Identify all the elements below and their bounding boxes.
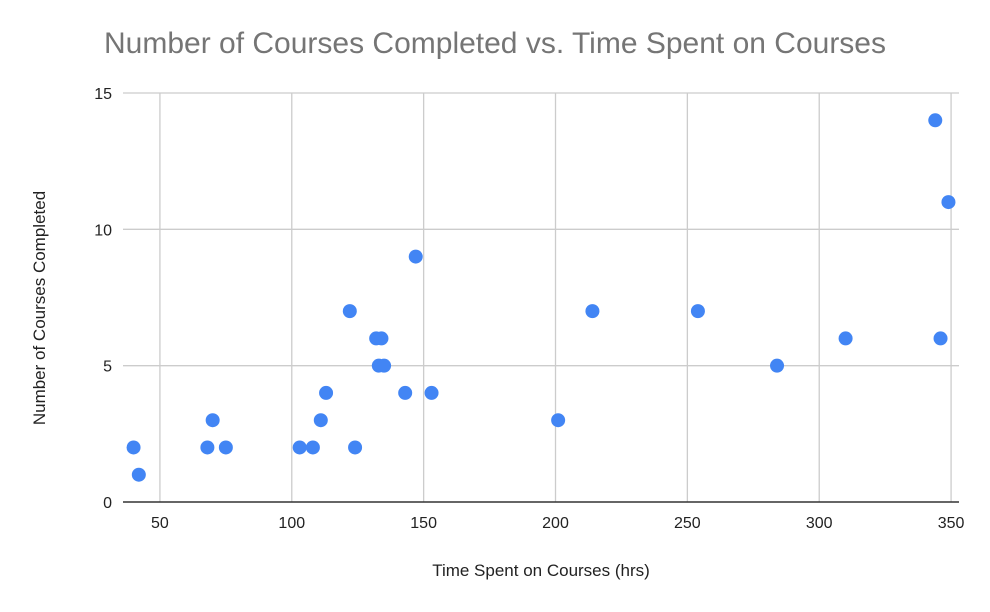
data-point (770, 358, 785, 373)
x-tick-label: 100 (278, 515, 305, 532)
data-point (218, 440, 233, 455)
chart-title: Number of Courses Completed vs. Time Spe… (103, 27, 886, 60)
data-point (398, 385, 413, 400)
x-tick-label: 200 (542, 515, 569, 532)
y-tick-label: 0 (103, 495, 112, 512)
data-points (126, 113, 956, 482)
data-point (131, 467, 146, 482)
data-point (292, 440, 307, 455)
data-point (377, 358, 392, 373)
data-point (585, 304, 600, 319)
data-point (319, 385, 334, 400)
x-tick-label: 150 (410, 515, 437, 532)
y-tick-label: 10 (94, 222, 112, 239)
data-point (408, 249, 423, 264)
y-tick-label: 15 (94, 86, 112, 103)
data-point (928, 113, 943, 128)
x-axis-label: Time Spent on Courses (hrs) (432, 561, 650, 580)
x-axis-ticks: 50 100 150 200 250 300 350 (151, 515, 965, 532)
data-point (941, 195, 956, 210)
data-point (342, 304, 357, 319)
data-point (374, 331, 389, 346)
data-point (690, 304, 705, 319)
y-tick-label: 5 (103, 359, 112, 376)
data-point (200, 440, 215, 455)
x-tick-label: 250 (674, 515, 701, 532)
data-point (126, 440, 141, 455)
y-axis-ticks: 0 5 10 15 (94, 86, 112, 512)
data-point (551, 413, 566, 428)
data-point (313, 413, 328, 428)
data-point (933, 331, 948, 346)
gridlines (123, 92, 959, 502)
data-point (305, 440, 320, 455)
x-tick-label: 350 (938, 515, 965, 532)
data-point (838, 331, 853, 346)
data-point (348, 440, 363, 455)
x-tick-label: 50 (151, 515, 169, 532)
x-tick-label: 300 (806, 515, 833, 532)
data-point (205, 413, 220, 428)
data-point (424, 385, 439, 400)
